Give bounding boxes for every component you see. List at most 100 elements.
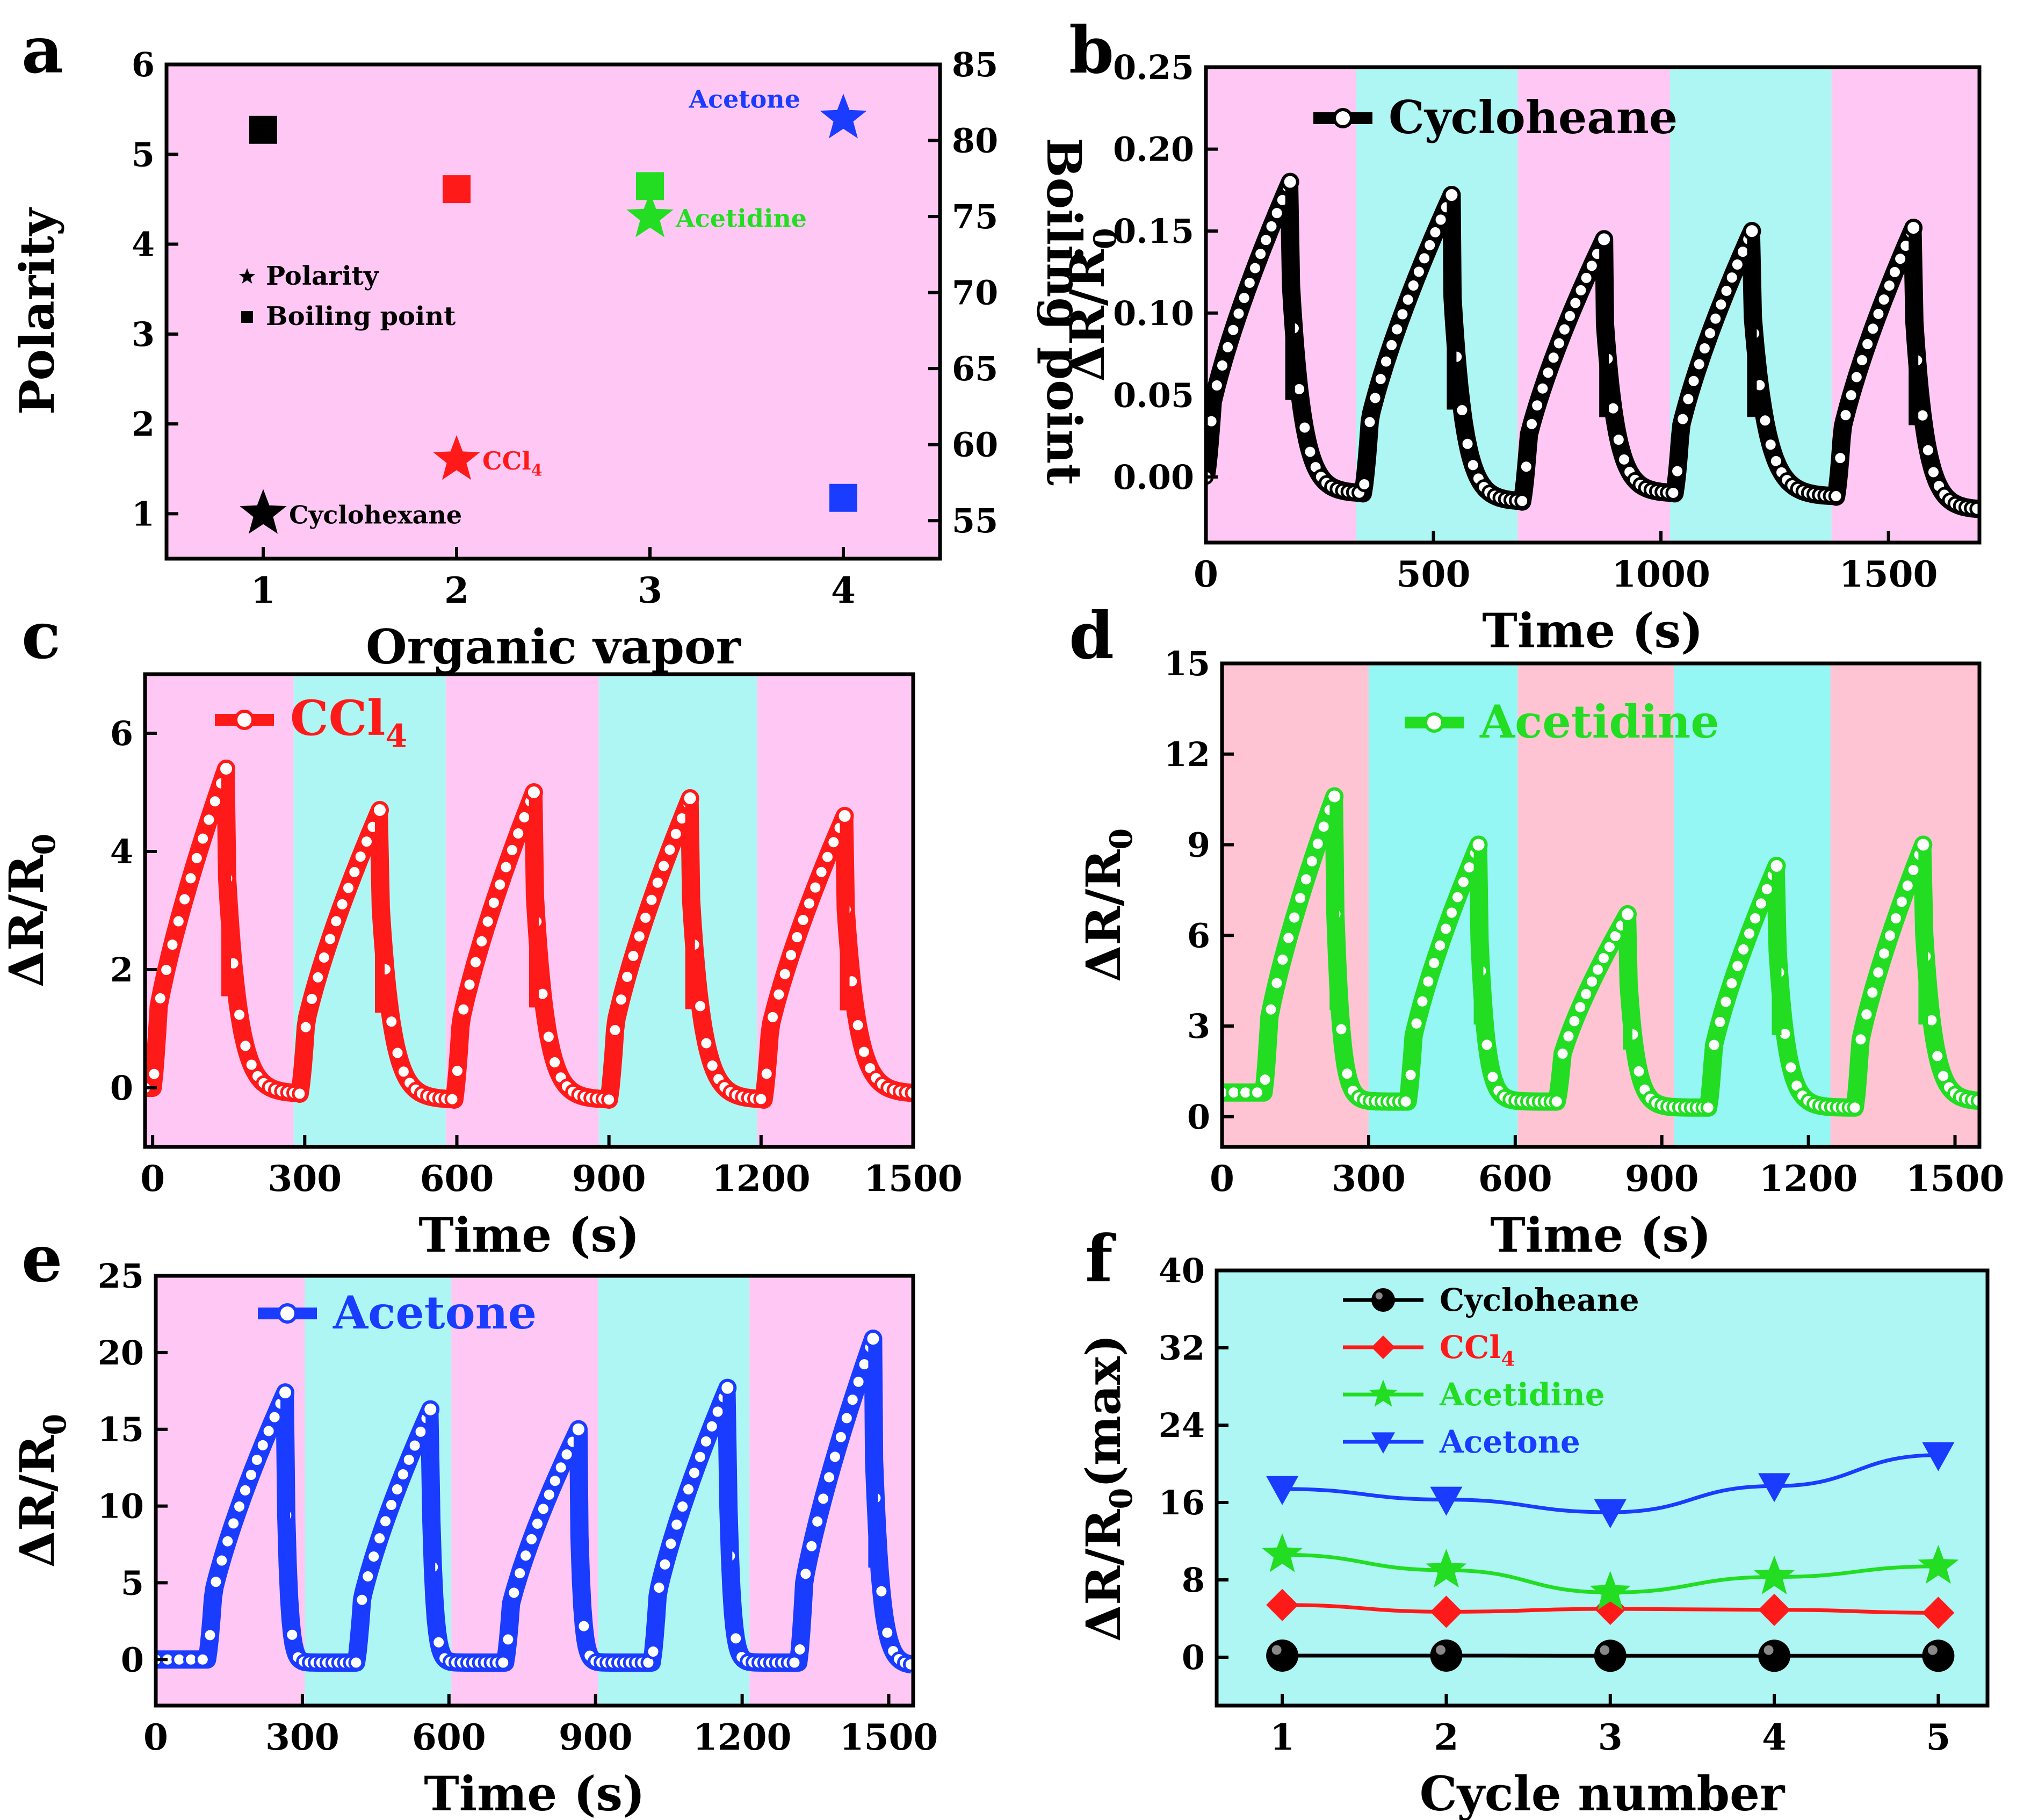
data-point [1518,459,1534,475]
peak-point [864,1330,883,1348]
data-point [553,1460,569,1476]
data-point [1551,335,1567,351]
data-point [1741,926,1758,942]
legend-label: Acetone [333,1286,537,1339]
peak-point [1767,856,1786,875]
data-point [669,1516,685,1533]
legend-marker [277,1303,298,1324]
data-point [1459,436,1476,452]
x-tick-label: 1200 [712,1158,811,1200]
peak-point [1595,230,1614,249]
point-label: Cyclohexane [289,500,462,529]
y-tick-label: 4 [110,832,133,871]
data-point [1310,836,1326,852]
marker-highlight [1927,1645,1938,1655]
data-point [1865,321,1881,337]
data-point [1281,930,1297,946]
x-axis-label: Cycle number [1420,1766,1786,1820]
x-tick-label: 1000 [1611,553,1710,595]
y-tick-label: 0 [110,1068,133,1108]
x-tick-label: 1500 [1906,1158,2005,1200]
data-point [1266,1476,1299,1505]
data-point [821,1469,837,1485]
x-axis-label: Organic vapor [366,619,742,675]
data-point [1367,390,1383,406]
x-tick-label: 1500 [864,1158,963,1200]
data-point [243,1467,259,1483]
data-point [844,1392,861,1408]
data-point [710,1404,726,1420]
data-point [500,1631,516,1648]
data-point [1411,264,1427,280]
data-point [1535,380,1551,396]
y-tick-label: 32 [1159,1328,1205,1368]
chart-b: 0 500 1000 1500 0.00 0.05 0.10 0.15 0.20 0.25 Time… [1059,48,1982,659]
data-point [298,1019,314,1035]
band [1517,67,1670,543]
y-tick-label: 2 [132,405,155,444]
data-point [792,1641,808,1657]
data-point [237,1038,254,1054]
data-point [1922,1597,1955,1629]
data-point [1747,910,1763,926]
peak-point [1325,787,1344,806]
peak-point [569,1420,588,1439]
data-point [1206,413,1219,429]
data-point [576,1618,592,1634]
data-point [1378,353,1394,370]
marker-highlight [1375,1292,1383,1299]
data-point [753,1091,769,1107]
data-point [675,1499,691,1515]
data-point [1479,1037,1495,1053]
y-tick-label: 0 [121,1640,144,1679]
data-point [607,1022,623,1038]
data-point [692,1449,708,1465]
data-point [1578,270,1594,286]
x-axis-label: Time (s) [424,1766,645,1820]
y-tick-label: 9 [1187,826,1210,865]
y-axis-label: ΔR/R0 [1059,228,1123,381]
data-point [645,1644,661,1660]
data-point [535,1501,551,1517]
y-ticks: 0.00 0.05 0.10 0.15 0.20 0.25 [1113,48,1218,497]
band [598,674,757,1147]
legend-label: CCl4 [290,690,407,755]
legend-label: Acetone [1439,1424,1580,1460]
data-point [1253,246,1269,262]
data-point [1718,283,1734,299]
plot-frame [1215,1268,1990,1708]
data-point [316,950,332,966]
x-tick-label: 0 [140,1158,165,1200]
data-point [378,1513,394,1529]
data-point [352,849,368,865]
background-bands [1222,663,1979,1147]
data-point [170,913,186,929]
y-ticks: 0 8 16 24 32 40 [1159,1251,1228,1677]
data-point [304,991,320,1007]
data-point [189,850,205,866]
data-point [1758,1640,1791,1672]
data-point [1918,1544,1959,1584]
data-point [783,947,799,963]
data-series-markers [1206,172,1979,517]
marker-body [1371,1288,1395,1312]
data-point [1455,874,1471,890]
data-point [601,1092,617,1108]
data-point [232,1007,248,1023]
y-tick-label: 6 [110,714,133,753]
data-point [328,913,344,929]
data-point [1485,1069,1501,1085]
data-point [1560,1028,1577,1044]
data-point [663,1536,679,1552]
legend-label: CCl4 [1440,1329,1515,1371]
data-point [1594,1499,1627,1528]
peak-point [276,1383,295,1402]
data-point [1362,414,1378,430]
data-point [456,1001,472,1017]
data-point [625,948,641,964]
data-point [495,1655,511,1671]
data-point-star [820,93,867,139]
data-point [1887,264,1903,280]
data-point [547,1473,563,1489]
